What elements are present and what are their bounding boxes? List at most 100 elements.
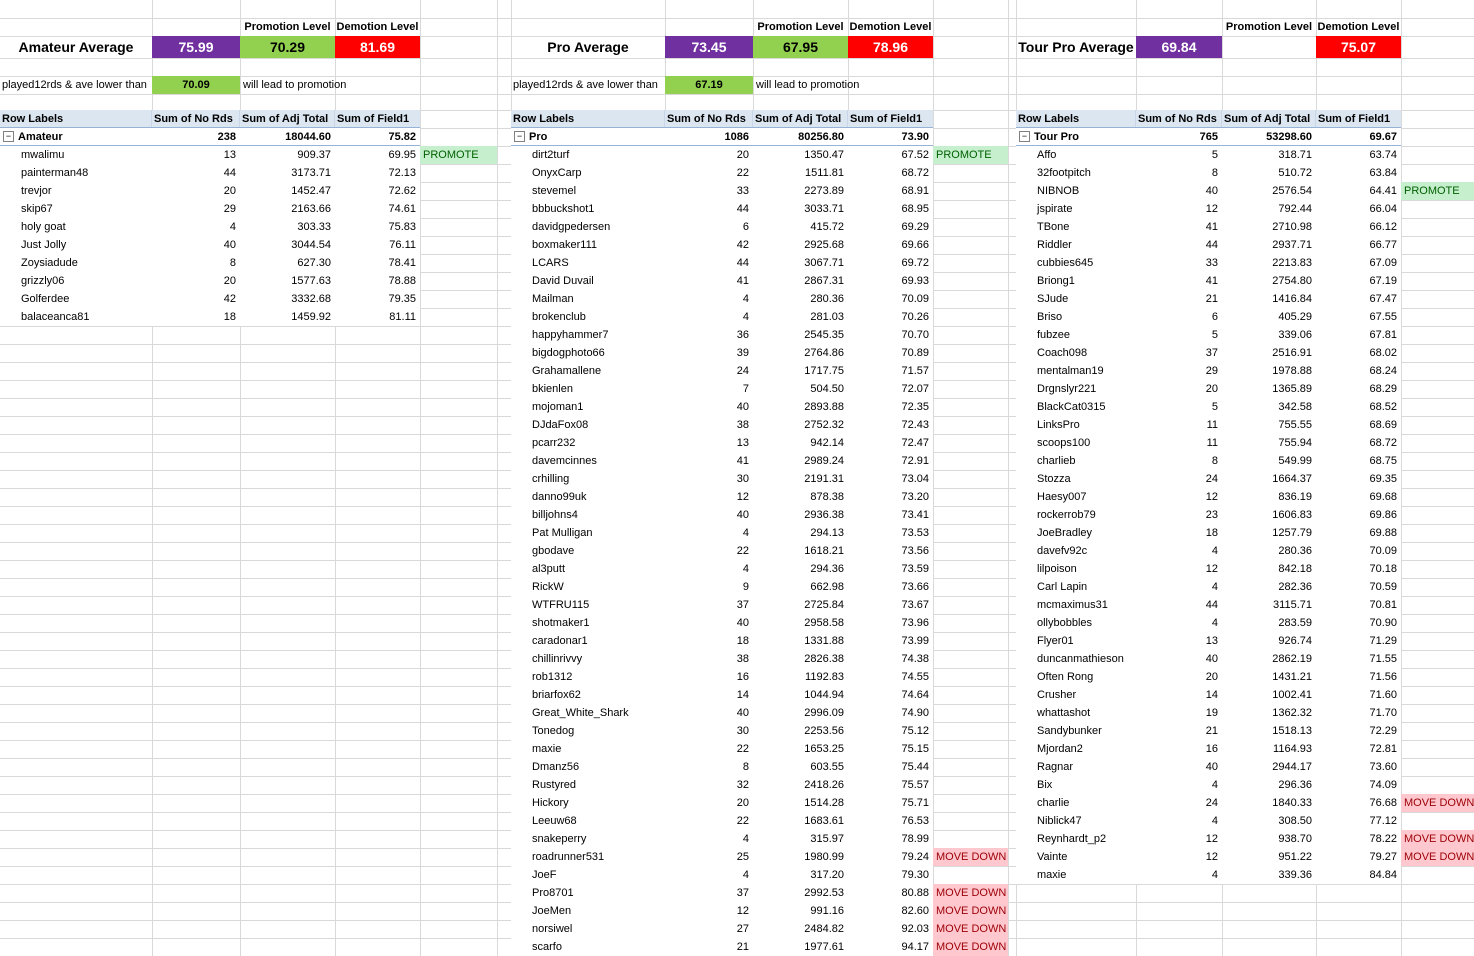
column-header: Sum of No Rds xyxy=(152,110,240,127)
group-label-cell: − Pro xyxy=(511,128,665,145)
player-value-cell: 8 xyxy=(1211,455,1218,467)
player-name-cell: maxie xyxy=(532,743,562,755)
player-value-cell: 878.38 xyxy=(810,491,844,503)
player-value-cell: 75.12 xyxy=(901,725,929,737)
player-value-cell: 8 xyxy=(1211,167,1218,179)
table-row: cubbies645 33 2213.83 67.09 xyxy=(1016,254,1401,272)
demotion-level-cell: 81.69 xyxy=(335,36,420,58)
player-name-cell: 32footpitch xyxy=(1037,167,1091,179)
player-value-cell: 12 xyxy=(1205,491,1218,503)
table-row: Mjordan2 16 1164.93 72.81 xyxy=(1016,740,1401,758)
player-name-cell: JoeBradley xyxy=(1037,527,1093,539)
player-value-cell: 21 xyxy=(736,941,749,953)
collapse-icon[interactable]: − xyxy=(1019,131,1030,142)
player-value-cell: 67.81 xyxy=(1369,329,1397,341)
table-row: stevemel 33 2273.89 68.91 xyxy=(511,182,933,200)
player-name-cell: mentalman19 xyxy=(1037,365,1104,377)
collapse-icon[interactable]: − xyxy=(3,131,14,142)
player-value-cell: 938.70 xyxy=(1278,833,1312,845)
player-name-cell: scoops100 xyxy=(1037,437,1091,449)
player-value-cell: 68.24 xyxy=(1369,365,1397,377)
table-row: Often Rong 20 1431.21 71.56 xyxy=(1016,668,1401,686)
player-value-cell: 40 xyxy=(1205,185,1218,197)
player-name-cell: Rustyred xyxy=(532,779,577,791)
pivot-table: Row Labels Sum of No Rds Sum of Adj Total S… xyxy=(0,110,420,326)
player-name-cell: RickW xyxy=(532,581,564,593)
player-value-cell: 74.90 xyxy=(901,707,929,719)
player-name-cell: mwalimu xyxy=(21,149,65,161)
gridline xyxy=(497,0,498,956)
player-value-cell: 36 xyxy=(736,329,749,341)
table-row: fubzee 5 339.06 67.81 xyxy=(1016,326,1401,344)
player-name-cell: grizzly06 xyxy=(21,275,65,287)
player-name-cell: crhilling xyxy=(532,473,570,485)
player-value-cell: 282.36 xyxy=(1278,581,1312,593)
group-total-value: 238 xyxy=(217,131,236,143)
table-row: JoeMen 12 991.16 82.60 xyxy=(511,902,933,920)
table-row: rob1312 16 1192.83 74.55 xyxy=(511,668,933,686)
player-value-cell: 18 xyxy=(736,635,749,647)
table-row: lilpoison 12 842.18 70.18 xyxy=(1016,560,1401,578)
player-name-cell: bkienlen xyxy=(532,383,573,395)
table-row: dirt2turf 20 1350.47 67.52 xyxy=(511,146,933,164)
player-name-cell: Pat Mulligan xyxy=(532,527,593,539)
table-row: painterman48 44 3173.71 72.13 xyxy=(0,164,420,182)
group-total-value: 53298.60 xyxy=(1266,131,1312,143)
player-value-cell: 1452.47 xyxy=(291,185,331,197)
collapse-icon[interactable]: − xyxy=(514,131,525,142)
player-value-cell: 2710.98 xyxy=(1272,221,1312,233)
player-value-cell: 42 xyxy=(223,293,236,305)
status-badge: MOVE DOWN xyxy=(1401,830,1474,848)
average-value-cell: 75.99 xyxy=(152,36,240,58)
group-total-value: 765 xyxy=(1199,131,1218,143)
player-name-cell: dirt2turf xyxy=(532,149,570,161)
player-value-cell: 73.66 xyxy=(901,581,929,593)
player-value-cell: 69.88 xyxy=(1369,527,1397,539)
player-name-cell: skip67 xyxy=(21,203,53,215)
table-row: crhilling 30 2191.31 73.04 xyxy=(511,470,933,488)
table-row: briarfox62 14 1044.94 74.64 xyxy=(511,686,933,704)
player-value-cell: 29 xyxy=(1205,365,1218,377)
player-value-cell: 7 xyxy=(742,383,749,395)
player-name-cell: Zoysiadude xyxy=(21,257,78,269)
table-row: caradonar1 18 1331.88 73.99 xyxy=(511,632,933,650)
player-value-cell: 296.36 xyxy=(1278,779,1312,791)
average-value-cell: 69.84 xyxy=(1136,36,1222,58)
player-name-cell: Bix xyxy=(1037,779,1053,791)
player-value-cell: 951.22 xyxy=(1278,851,1312,863)
player-value-cell: 12 xyxy=(1205,833,1218,845)
player-value-cell: 4 xyxy=(1211,779,1218,791)
gridline xyxy=(0,58,1474,59)
player-value-cell: 74.64 xyxy=(901,689,929,701)
demotion-level-cell: 75.07 xyxy=(1316,36,1401,58)
player-value-cell: 74.55 xyxy=(901,671,929,683)
player-value-cell: 5 xyxy=(1211,401,1218,413)
player-value-cell: 69.86 xyxy=(1369,509,1397,521)
player-value-cell: 78.22 xyxy=(1369,833,1397,845)
player-value-cell: 72.29 xyxy=(1369,725,1397,737)
player-value-cell: 2992.53 xyxy=(804,887,844,899)
group-total-value: 75.82 xyxy=(388,131,416,143)
player-name-cell: bbbuckshot1 xyxy=(532,203,595,215)
player-name-cell: Tonedog xyxy=(532,725,575,737)
player-value-cell: 66.12 xyxy=(1369,221,1397,233)
player-value-cell: 67.19 xyxy=(1369,275,1397,287)
player-name-cell: Affo xyxy=(1037,149,1057,161)
player-value-cell: 1653.25 xyxy=(804,743,844,755)
player-name-cell: happyhammer7 xyxy=(532,329,609,341)
player-value-cell: 30 xyxy=(736,473,749,485)
player-value-cell: 836.19 xyxy=(1278,491,1312,503)
player-value-cell: 1840.33 xyxy=(1272,797,1312,809)
player-value-cell: 71.55 xyxy=(1369,653,1397,665)
player-name-cell: LCARS xyxy=(532,257,569,269)
table-row: pcarr232 13 942.14 72.47 xyxy=(511,434,933,452)
player-value-cell: 68.69 xyxy=(1369,419,1397,431)
status-badge: MOVE DOWN xyxy=(933,938,1008,956)
player-value-cell: 2484.82 xyxy=(804,923,844,935)
player-value-cell: 4 xyxy=(742,869,749,881)
player-name-cell: TBone xyxy=(1037,221,1070,233)
player-value-cell: 342.58 xyxy=(1278,401,1312,413)
player-name-cell: mcmaximus31 xyxy=(1037,599,1108,611)
column-header: Sum of No Rds xyxy=(1136,110,1222,127)
table-row: chillinrivvy 38 2826.38 74.38 xyxy=(511,650,933,668)
